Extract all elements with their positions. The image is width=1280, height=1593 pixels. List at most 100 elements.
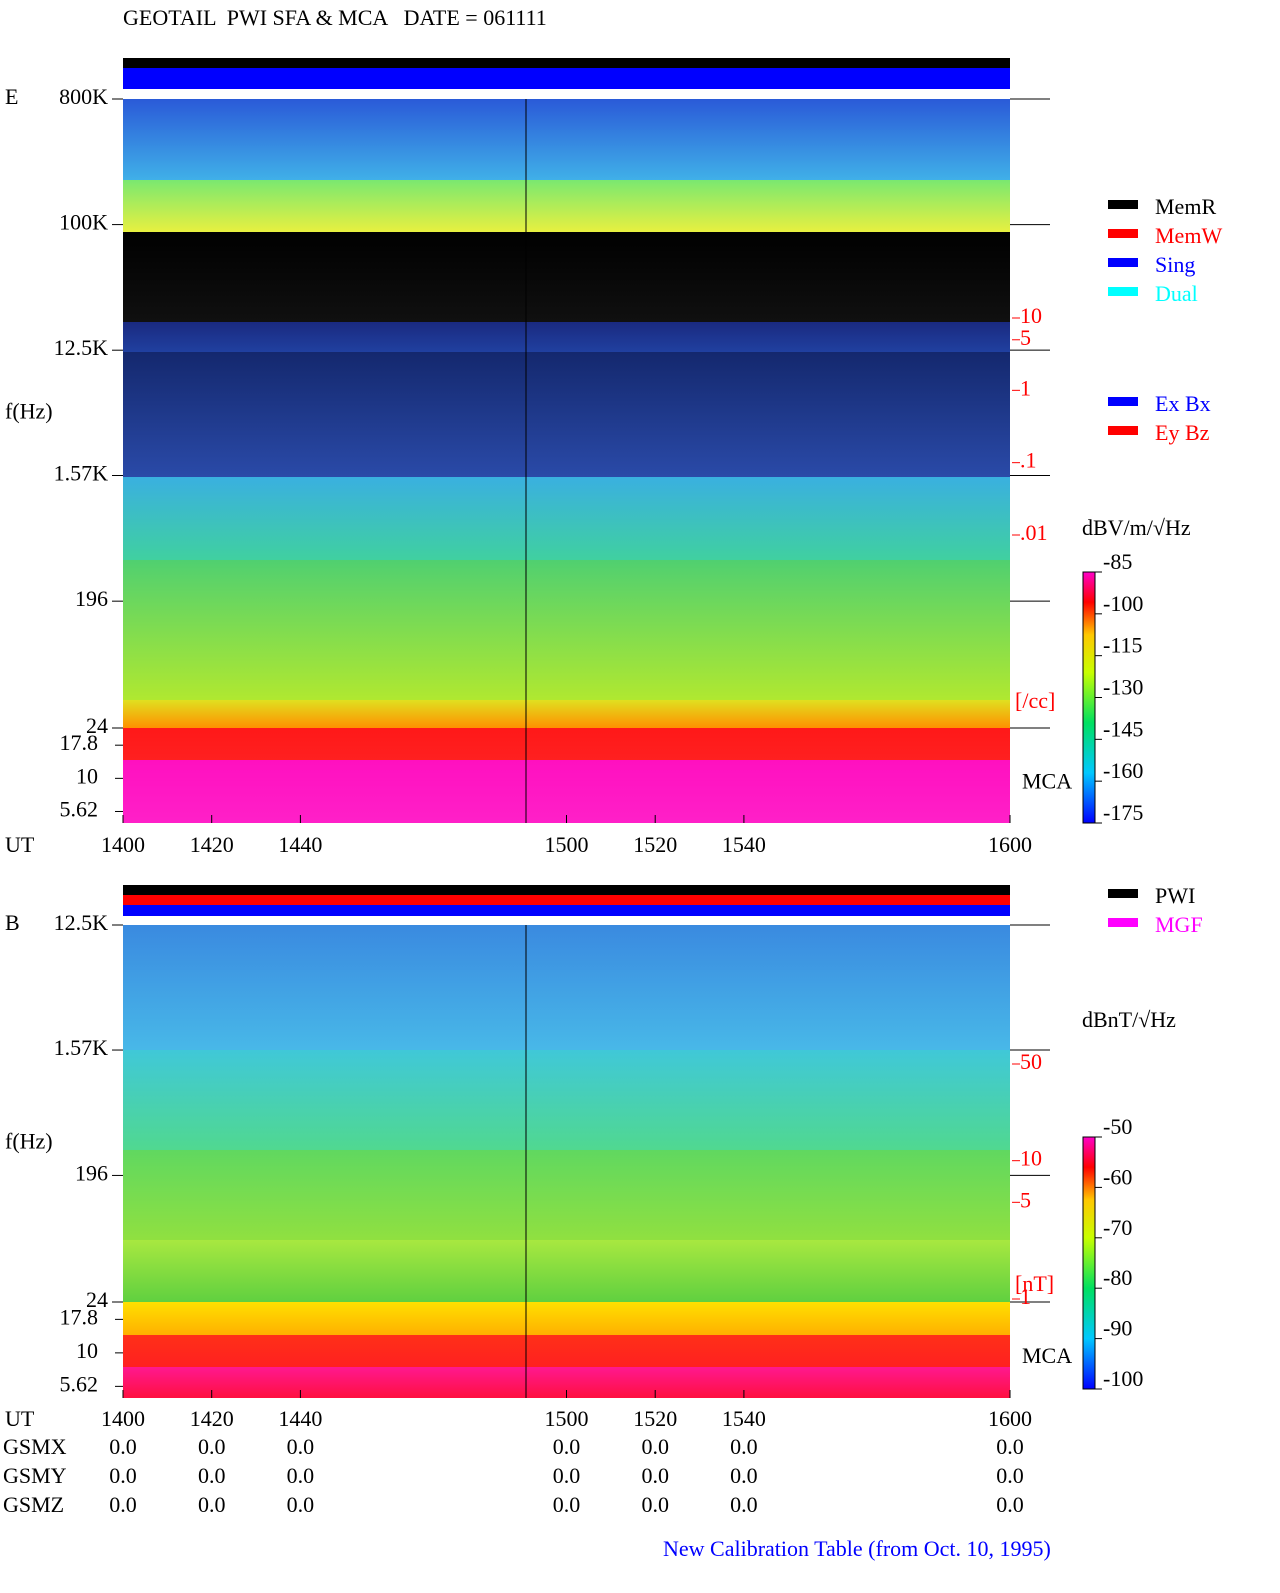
mca-label: MCA bbox=[1022, 1343, 1072, 1368]
orbit-value: 0.0 bbox=[198, 1463, 226, 1488]
spectrogram-band bbox=[123, 99, 1010, 180]
spectrogram-band bbox=[123, 322, 1010, 352]
spectrogram-band bbox=[123, 1050, 1010, 1150]
x-tick-label: 1500 bbox=[545, 1406, 589, 1431]
title: GEOTAIL PWI SFA & MCA DATE = 061111 bbox=[123, 5, 547, 30]
y-tick-label: 100K bbox=[59, 210, 108, 235]
colorbar-tick-label: -160 bbox=[1103, 758, 1143, 783]
status-bar bbox=[123, 68, 1010, 78]
colorbar-tick-label: -60 bbox=[1103, 1164, 1132, 1189]
y-axis-label: f(Hz) bbox=[5, 1129, 53, 1154]
colorbar-tick-label: -100 bbox=[1103, 591, 1143, 616]
orbit-value: 0.0 bbox=[287, 1463, 315, 1488]
legend-label: Ex Bx bbox=[1155, 391, 1211, 416]
y-tick-label: 17.8 bbox=[60, 730, 99, 755]
spectrogram-band bbox=[123, 728, 1010, 760]
y-tick-label: 5.62 bbox=[60, 1371, 99, 1396]
status-bar bbox=[123, 905, 1010, 916]
orbit-value: 0.0 bbox=[641, 1434, 669, 1459]
spectrogram-band bbox=[123, 925, 1010, 1050]
legend-label: MGF bbox=[1155, 912, 1203, 937]
spectrogram-band bbox=[123, 1150, 1010, 1240]
y-tick-label: 800K bbox=[59, 84, 108, 109]
legend-swatch bbox=[1108, 258, 1138, 267]
spectrogram-band bbox=[123, 352, 1010, 477]
colorbar-tick-label: -80 bbox=[1103, 1265, 1132, 1290]
y-tick-label: 196 bbox=[75, 586, 108, 611]
colorbar-tick-label: -85 bbox=[1103, 549, 1132, 574]
colorbar bbox=[1082, 1136, 1096, 1390]
legend-swatch bbox=[1108, 426, 1138, 435]
x-tick-label: 1440 bbox=[278, 1406, 322, 1431]
status-bar bbox=[123, 885, 1010, 895]
colorbar-tick-label: -90 bbox=[1103, 1316, 1132, 1341]
spectrogram-band bbox=[123, 760, 1010, 823]
y-tick-label: 12.5K bbox=[54, 335, 109, 360]
orbit-value: 0.0 bbox=[198, 1434, 226, 1459]
orbit-value: 0.0 bbox=[641, 1463, 669, 1488]
status-bar bbox=[123, 78, 1010, 89]
legend-label: MemW bbox=[1155, 223, 1222, 248]
spectrogram-band bbox=[123, 700, 1010, 728]
y-tick-label: 24 bbox=[86, 1287, 108, 1312]
right-axis-label: [nT] bbox=[1015, 1271, 1054, 1296]
spectrogram-band bbox=[123, 560, 1010, 700]
status-bar bbox=[123, 895, 1010, 905]
orbit-row-label: GSMY bbox=[3, 1463, 67, 1488]
orbit-value: 0.0 bbox=[641, 1492, 669, 1517]
orbit-value: 0.0 bbox=[109, 1492, 137, 1517]
x-tick-label: 1600 bbox=[988, 1406, 1032, 1431]
y-tick-label: 10 bbox=[76, 1338, 98, 1363]
y-tick-label: 1.57K bbox=[54, 461, 109, 486]
x-tick-label: 1420 bbox=[190, 832, 234, 857]
orbit-row-label: GSMZ bbox=[3, 1492, 64, 1517]
y-axis-label: f(Hz) bbox=[5, 399, 53, 424]
status-bar bbox=[123, 58, 1010, 68]
spectrogram-band bbox=[123, 1302, 1010, 1335]
right-tick-label: 10 bbox=[1020, 303, 1042, 328]
orbit-value: 0.0 bbox=[730, 1463, 758, 1488]
orbit-value: 0.0 bbox=[730, 1434, 758, 1459]
right-tick-label: 50 bbox=[1020, 1049, 1042, 1074]
x-tick-label: 1400 bbox=[101, 1406, 145, 1431]
legend-swatch bbox=[1108, 229, 1138, 238]
colorbar-label: dBnT/√Hz bbox=[1082, 1007, 1176, 1032]
orbit-value: 0.0 bbox=[996, 1434, 1024, 1459]
orbit-value: 0.0 bbox=[287, 1434, 315, 1459]
legend-label: Ey Bz bbox=[1155, 420, 1210, 445]
x-axis-label: UT bbox=[5, 1406, 35, 1431]
legend-swatch bbox=[1108, 200, 1138, 209]
right-tick-label: .01 bbox=[1020, 520, 1048, 545]
orbit-row-label: GSMX bbox=[3, 1434, 67, 1459]
spectrogram-band bbox=[123, 232, 1010, 322]
spectrogram-band bbox=[123, 1335, 1010, 1367]
colorbar bbox=[1082, 571, 1096, 824]
orbit-value: 0.0 bbox=[996, 1463, 1024, 1488]
y-tick-label: 17.8 bbox=[60, 1304, 99, 1329]
legend-label: Sing bbox=[1155, 252, 1195, 277]
right-tick-label: .1 bbox=[1020, 448, 1037, 473]
panel-label: E bbox=[5, 84, 18, 109]
spectrogram-band bbox=[123, 180, 1010, 232]
colorbar-label: dBV/m/√Hz bbox=[1082, 515, 1191, 540]
orbit-value: 0.0 bbox=[109, 1434, 137, 1459]
x-tick-label: 1520 bbox=[633, 1406, 677, 1431]
y-tick-label: 196 bbox=[75, 1160, 108, 1185]
right-tick-label: 1 bbox=[1020, 1284, 1031, 1309]
right-tick-label: 5 bbox=[1020, 325, 1031, 350]
right-tick-label: 1 bbox=[1020, 375, 1031, 400]
x-tick-label: 1600 bbox=[988, 832, 1032, 857]
colorbar-tick-label: -145 bbox=[1103, 716, 1143, 741]
orbit-value: 0.0 bbox=[287, 1492, 315, 1517]
x-tick-label: 1520 bbox=[633, 832, 677, 857]
spectrogram-band bbox=[123, 477, 1010, 560]
orbit-value: 0.0 bbox=[730, 1492, 758, 1517]
y-tick-label: 12.5K bbox=[54, 910, 109, 935]
x-tick-label: 1540 bbox=[722, 832, 766, 857]
colorbar-tick-label: -175 bbox=[1103, 800, 1143, 825]
y-tick-label: 24 bbox=[86, 713, 108, 738]
colorbar-tick-label: -50 bbox=[1103, 1114, 1132, 1139]
legend-label: Dual bbox=[1155, 281, 1198, 306]
right-tick-label: 5 bbox=[1020, 1187, 1031, 1212]
legend-swatch bbox=[1108, 287, 1138, 296]
